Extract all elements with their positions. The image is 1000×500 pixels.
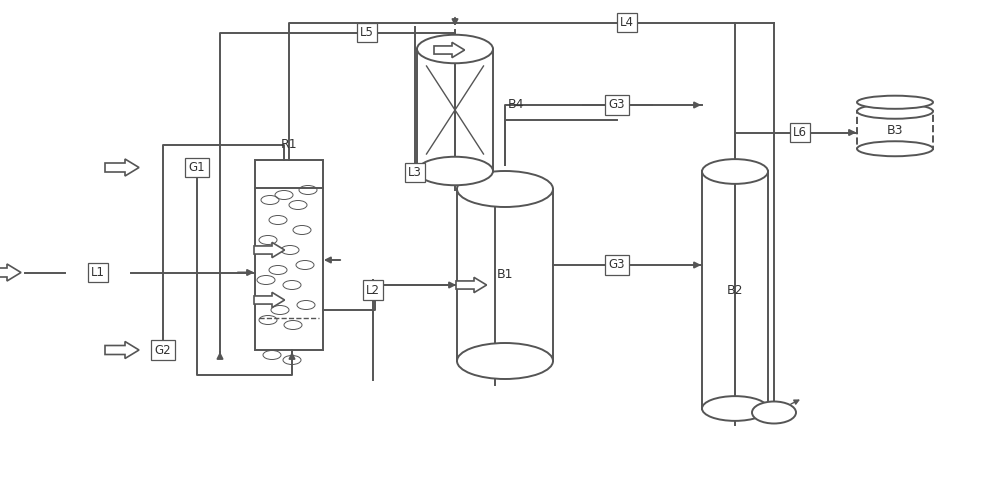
Ellipse shape bbox=[857, 141, 933, 156]
Polygon shape bbox=[105, 159, 139, 176]
Text: G3: G3 bbox=[609, 258, 625, 272]
Ellipse shape bbox=[702, 159, 768, 184]
Polygon shape bbox=[254, 292, 285, 308]
Ellipse shape bbox=[417, 157, 493, 185]
Bar bbox=[702, 172, 768, 408]
Circle shape bbox=[752, 402, 796, 423]
Bar bbox=[255, 160, 323, 350]
Text: L5: L5 bbox=[360, 26, 374, 39]
Text: B3: B3 bbox=[887, 124, 903, 136]
Text: G3: G3 bbox=[609, 98, 625, 112]
Text: L1: L1 bbox=[91, 266, 105, 279]
Ellipse shape bbox=[857, 96, 933, 109]
Ellipse shape bbox=[417, 35, 493, 63]
Polygon shape bbox=[0, 264, 21, 281]
Text: B1: B1 bbox=[497, 268, 513, 281]
Ellipse shape bbox=[457, 171, 553, 207]
Text: B4: B4 bbox=[508, 98, 524, 112]
Text: L2: L2 bbox=[366, 284, 380, 296]
Text: B2: B2 bbox=[727, 284, 743, 296]
Text: L6: L6 bbox=[793, 126, 807, 139]
Bar bbox=[417, 49, 493, 171]
Text: L3: L3 bbox=[408, 166, 422, 179]
Text: G2: G2 bbox=[155, 344, 171, 356]
Text: L4: L4 bbox=[620, 16, 634, 29]
Polygon shape bbox=[456, 278, 487, 292]
Bar bbox=[457, 189, 553, 361]
Polygon shape bbox=[254, 242, 285, 258]
Polygon shape bbox=[105, 342, 139, 358]
Bar bbox=[857, 112, 933, 149]
Ellipse shape bbox=[702, 396, 768, 421]
Ellipse shape bbox=[857, 104, 933, 118]
Ellipse shape bbox=[457, 343, 553, 379]
Polygon shape bbox=[434, 42, 465, 58]
Text: R1: R1 bbox=[281, 138, 297, 151]
Text: G1: G1 bbox=[189, 161, 205, 174]
